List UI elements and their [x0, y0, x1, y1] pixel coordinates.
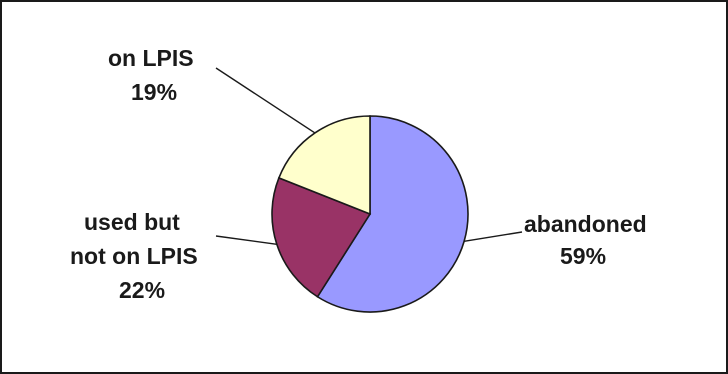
slice-category-label: used but [84, 209, 180, 235]
slice-value-label: 19% [131, 79, 177, 105]
slice-category-label: on LPIS [108, 45, 194, 71]
pie-slices [271, 115, 469, 313]
pie-slice-used-but-not-on-lpis [271, 176, 372, 298]
slice-labels: abandoned 59% used but not on LPIS 22% on LPI… [70, 45, 647, 303]
leader-line-on-lpis [215, 67, 316, 134]
leader-lines [215, 67, 523, 245]
pie-slice-on-lpis [277, 115, 371, 216]
leader-line-used-but-not-on-lpis [215, 235, 277, 245]
slice-value-label: 59% [560, 243, 606, 269]
slice-value-label: 22% [119, 277, 165, 303]
leader-line-abandoned [463, 231, 523, 243]
pie-slice-abandoned [316, 115, 469, 313]
slice-category-label: abandoned [524, 211, 647, 237]
slice-category-label: not on LPIS [70, 243, 198, 269]
